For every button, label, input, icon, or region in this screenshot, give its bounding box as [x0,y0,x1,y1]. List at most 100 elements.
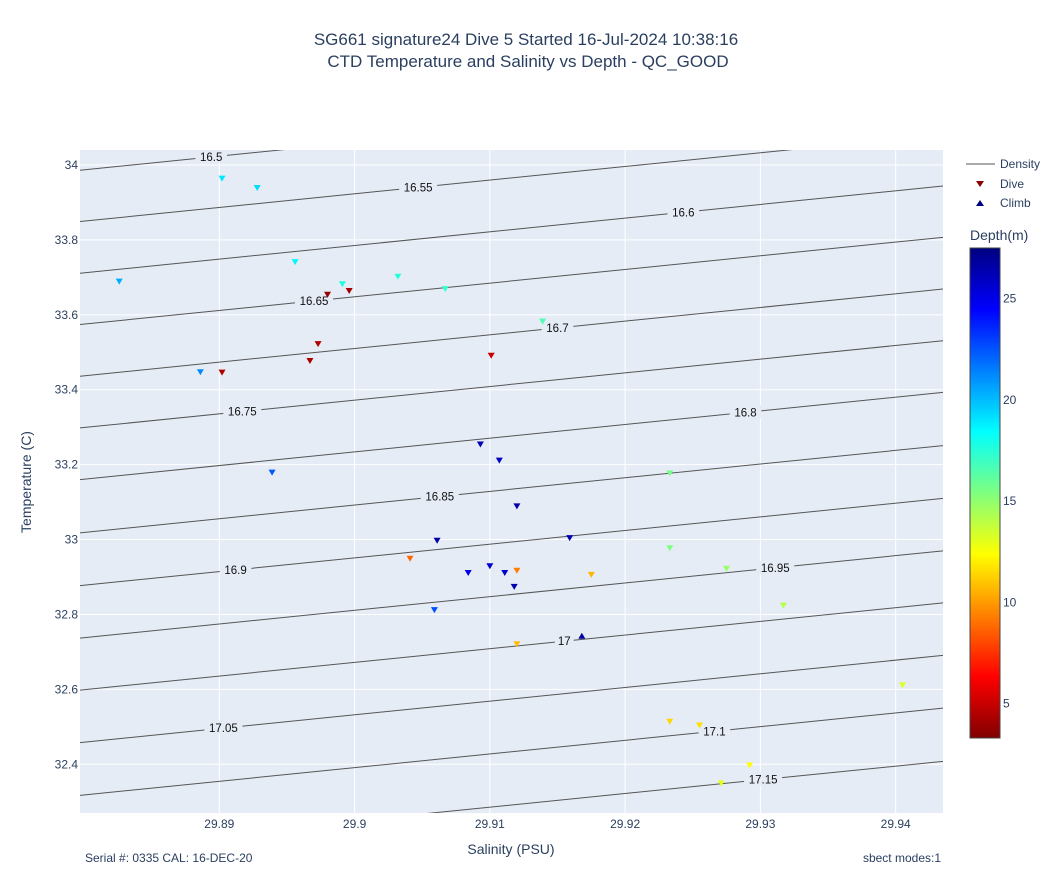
x-tick-label: 29.92 [610,817,640,831]
dive-point [510,583,518,590]
dive-point [486,563,494,570]
density-contour-label: 16.75 [228,407,257,419]
dive-point [898,682,906,689]
density-contour-line [80,185,943,274]
dive-point [501,570,509,577]
density-label-background [744,772,783,786]
dive-point [115,278,123,285]
chart-title-line-2: CTD Temperature and Salinity vs Depth - … [327,52,728,71]
data-points [115,175,906,787]
density-contour-label: 16.8 [734,407,756,419]
dive-point [587,571,595,578]
dive-point [253,184,261,191]
density-label-background [219,562,252,576]
density-label-background [399,180,438,194]
colorbar-tick-label: 25 [1003,292,1017,306]
colorbar-ticks: 5 10 15 20 25 [1003,292,1017,711]
dive-point [218,175,226,182]
y-tick-label: 33.2 [55,458,79,472]
density-label-background [729,405,762,419]
dive-point [513,567,521,574]
dive-point [338,281,346,288]
density-contour-label: 16.9 [224,565,246,577]
colorbar-title: Depth(m) [970,227,1028,243]
y-tick-label: 33 [65,533,79,547]
legend[interactable]: Density Dive Climb [966,157,1040,210]
density-contour-line [80,707,943,796]
dive-point [394,273,402,280]
dive-point [696,722,704,729]
density-label-background [698,724,731,738]
dive-point [666,718,674,725]
density-contour-line [80,391,943,481]
y-tick-label: 32.8 [55,607,79,621]
density-contour-label: 17 [558,636,571,648]
colorbar [969,247,1001,739]
dive-point [345,287,353,294]
density-contour-label: 16.95 [761,563,790,575]
dive-point [666,470,674,477]
dive-point [324,291,332,298]
climb-point [578,632,586,639]
density-label-background [756,560,795,574]
dive-point [717,780,725,787]
density-label-background [223,404,262,418]
legend-climb-marker-icon [976,200,984,206]
x-tick-label: 29.93 [745,817,775,831]
legend-climb-label: Climb [1000,196,1031,210]
x-tick-label: 29.9 [343,817,367,831]
colorbar-tick-label: 10 [1003,595,1017,609]
density-contour-label: 17.1 [703,726,725,738]
y-tick-label: 32.4 [55,757,79,771]
density-contour-line [80,288,943,377]
dive-point [566,535,574,542]
colorbar-tick-label: 20 [1003,393,1017,407]
density-contour-label: 16.6 [672,207,694,219]
dive-point [433,537,441,544]
y-axis-label: Temperature (C) [18,431,34,533]
dive-point [723,565,731,572]
density-contour-labels: 16.5 16.55 16.6 16.65 16.7 16.75 16.8 16.85 16.9… [195,149,795,787]
y-tick-label: 33.4 [55,383,79,397]
density-contour-label: 17.05 [209,723,238,735]
dive-point [779,602,787,609]
plot-area [80,150,943,813]
density-label-background [204,721,243,735]
dive-point [268,469,276,476]
density-label-background [554,634,574,648]
x-axis-label: Salinity (PSU) [467,841,554,857]
density-contour-label: 16.65 [300,296,329,308]
dive-point [314,341,322,348]
density-contour-line [427,760,943,813]
dive-point [746,762,754,769]
density-contour-line [80,550,943,639]
dive-point [476,441,484,448]
density-contour-line [80,445,943,534]
y-tick-label: 34 [65,158,79,172]
footer-serial-cal: Serial #: 0335 CAL: 16-DEC-20 [85,851,253,865]
density-label-background [420,489,459,503]
dive-point [539,318,547,325]
density-contour-label: 16.85 [425,491,454,503]
dive-point [495,457,503,464]
y-axis-ticks: 32.4 32.6 32.8 33 33.2 33.4 33.6 33.8 34 [55,158,79,771]
density-label-background [195,149,228,163]
dive-point [291,259,299,266]
chart-title-line-1: SG661 signature24 Dive 5 Started 16-Jul-… [314,30,738,49]
density-label-background [667,205,700,219]
density-contours [80,150,943,813]
x-tick-label: 29.91 [475,817,505,831]
density-contour-line [80,236,943,326]
density-label-background [541,320,574,334]
density-contour-label: 16.55 [404,182,433,194]
dive-point [464,570,472,577]
density-contour-line [80,602,943,691]
dive-point [406,555,414,562]
density-contour-label: 17.15 [749,775,778,787]
density-contour-label: 16.7 [546,323,568,335]
y-tick-label: 32.6 [55,682,79,696]
legend-density-label: Density [1000,157,1040,171]
legend-dive-label: Dive [1000,177,1024,191]
colorbar-tick-label: 5 [1003,697,1010,711]
